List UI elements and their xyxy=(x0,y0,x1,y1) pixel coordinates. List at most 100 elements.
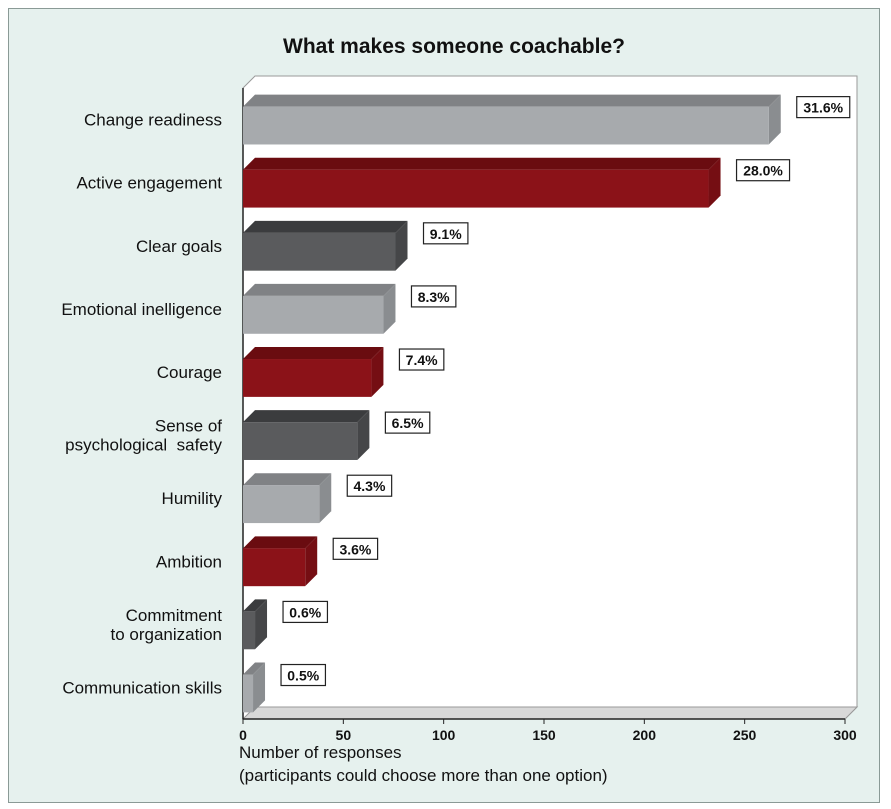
category-label: Sense of xyxy=(155,417,222,436)
category-label: Communication skills xyxy=(62,678,222,697)
data-label-7: 4.3% xyxy=(346,474,393,497)
data-label-text: 31.6% xyxy=(803,100,843,116)
bar-top-face xyxy=(243,94,781,107)
x-tick-label: 50 xyxy=(336,727,352,743)
bar-side-face xyxy=(383,283,396,334)
data-labels: 31.6% 28.0% 9.1% 8.3% 7.4% 6.5% 4.3% 3.6% 0.6% 0.… xyxy=(280,96,851,687)
data-label-box xyxy=(282,600,329,624)
x-ticks: 0 50 100 150 200 250 300 xyxy=(239,719,857,743)
bar-top-face xyxy=(243,599,268,612)
x-axis-label-line-1: Number of responses xyxy=(239,743,402,762)
data-label-box xyxy=(735,159,791,182)
data-label-box xyxy=(398,348,445,371)
category-label: Courage xyxy=(157,363,222,382)
bar-top-face xyxy=(243,220,408,233)
category-label: Change readiness xyxy=(84,111,222,130)
data-label-text: 6.5% xyxy=(392,415,424,431)
bar-front-face xyxy=(243,295,384,334)
data-label-9: 0.6% xyxy=(282,600,329,624)
data-label-8: 3.6% xyxy=(332,537,379,560)
data-label-box xyxy=(410,285,457,308)
bar-8 xyxy=(243,536,318,587)
x-tick-label: 100 xyxy=(432,727,456,743)
data-label-6: 6.5% xyxy=(384,411,431,434)
bar-front-face xyxy=(243,106,769,145)
category-label: psychological safety xyxy=(65,436,222,455)
data-label-1: 31.6% xyxy=(796,96,851,119)
bar-4 xyxy=(243,283,396,334)
bar-5 xyxy=(243,347,384,397)
data-label-box xyxy=(422,222,469,245)
data-label-text: 9.1% xyxy=(430,226,462,242)
bar-side-face xyxy=(253,662,266,713)
data-label-box xyxy=(796,96,851,119)
bar-front-face xyxy=(243,422,358,460)
bar-side-face xyxy=(768,94,781,145)
bar-side-face xyxy=(255,599,268,650)
chart-title: What makes someone coachable? xyxy=(283,35,625,58)
x-axis-label-line-2: (participants could choose more than one… xyxy=(239,766,608,785)
plot-area: Change readiness Active engagement Clear g… xyxy=(61,75,859,743)
bar-top-face xyxy=(243,157,721,170)
category-label: Emotional inelligence xyxy=(61,300,222,319)
data-label-4: 8.3% xyxy=(410,285,457,308)
data-label-text: 28.0% xyxy=(743,163,783,179)
data-label-box xyxy=(332,537,379,560)
bar-2 xyxy=(243,157,721,208)
category-labels: Change readiness Active engagement Clear g… xyxy=(61,111,222,698)
bar-top-face xyxy=(243,536,318,549)
category-label: to organization xyxy=(110,625,222,644)
x-tick-label: 150 xyxy=(532,727,556,743)
bar-side-face xyxy=(319,473,332,524)
x-tick-label: 250 xyxy=(733,727,757,743)
bar-10 xyxy=(243,662,266,713)
data-label-2: 28.0% xyxy=(735,159,791,182)
bar-9 xyxy=(243,599,268,650)
bar-side-face xyxy=(395,220,408,271)
bar-top-face xyxy=(243,662,266,675)
bar-front-face xyxy=(243,548,306,587)
category-label: Active engagement xyxy=(76,174,222,193)
x-tick-label: 300 xyxy=(833,727,857,743)
bar-1 xyxy=(243,94,781,145)
data-label-text: 3.6% xyxy=(339,541,371,557)
category-label: Clear goals xyxy=(136,237,222,256)
data-label-3: 9.1% xyxy=(422,222,469,245)
bar-side-face xyxy=(305,536,318,587)
x-tick-label: 200 xyxy=(633,727,657,743)
bar-3 xyxy=(243,220,408,271)
bar-top-face xyxy=(243,283,396,296)
category-label: Ambition xyxy=(156,552,222,571)
data-label-text: 7.4% xyxy=(406,352,438,368)
bar-front-face xyxy=(243,485,320,524)
plot-floor xyxy=(241,706,859,720)
bar-7 xyxy=(243,473,332,524)
bars-group xyxy=(243,94,781,713)
bar-top-face xyxy=(243,347,384,360)
data-label-box xyxy=(346,474,393,497)
bar-front-face xyxy=(243,611,256,650)
bar-side-face xyxy=(357,410,370,460)
data-label-10: 0.5% xyxy=(280,663,327,687)
data-label-text: 4.3% xyxy=(353,478,385,494)
data-label-5: 7.4% xyxy=(398,348,445,371)
bar-front-face xyxy=(243,359,372,397)
data-label-text: 0.6% xyxy=(289,604,321,620)
bar-side-face xyxy=(708,157,721,208)
bar-front-face xyxy=(243,674,254,713)
x-tick-label: 0 xyxy=(239,727,247,743)
bar-front-face xyxy=(243,232,396,271)
bar-6 xyxy=(243,410,370,460)
category-label: Commitment xyxy=(126,606,223,625)
bar-chart: What makes someone coachable? Change rea… xyxy=(61,35,859,785)
chart-panel: What makes someone coachable? Change rea… xyxy=(8,8,880,803)
bar-top-face xyxy=(243,410,370,423)
category-label: Humility xyxy=(162,489,223,508)
bar-front-face xyxy=(243,169,709,208)
bar-top-face xyxy=(243,473,332,486)
data-label-text: 0.5% xyxy=(287,668,319,684)
data-label-text: 8.3% xyxy=(418,289,450,305)
data-label-box xyxy=(384,411,431,434)
data-label-box xyxy=(280,663,327,687)
bar-side-face xyxy=(371,347,384,397)
